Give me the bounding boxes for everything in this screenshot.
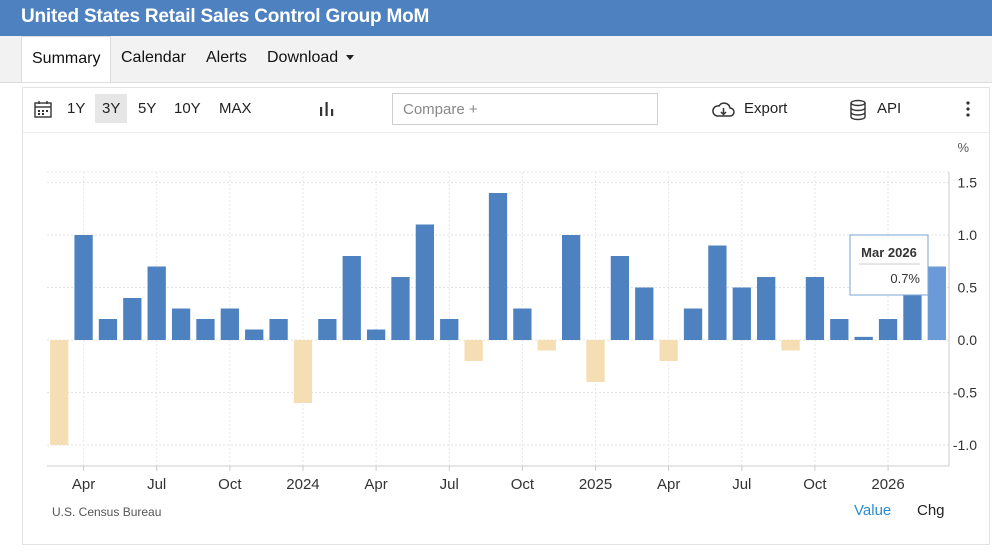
y-tick-label: -1.0 bbox=[953, 437, 977, 453]
bar bbox=[830, 319, 849, 340]
tooltip-title: Mar 2026 bbox=[861, 245, 917, 260]
chart-type-icon[interactable] bbox=[318, 100, 336, 122]
bar bbox=[269, 319, 288, 340]
x-tick-label: 2025 bbox=[579, 476, 612, 493]
y-tick-label: 1.0 bbox=[958, 227, 978, 243]
bar bbox=[293, 340, 313, 403]
x-tick-label: Oct bbox=[218, 476, 242, 493]
chevron-down-icon bbox=[346, 55, 355, 61]
cloud-download-icon[interactable] bbox=[711, 101, 735, 123]
tab-bar: Summary Calendar Alerts Download bbox=[0, 36, 992, 83]
x-tick-label: 2026 bbox=[871, 476, 904, 493]
bar bbox=[50, 340, 69, 445]
bar bbox=[196, 319, 215, 340]
x-tick-label: Jul bbox=[732, 476, 751, 493]
bar bbox=[805, 277, 825, 340]
tab-calendar[interactable]: Calendar bbox=[121, 49, 186, 66]
bar bbox=[342, 256, 361, 340]
y-tick-label: 0.0 bbox=[958, 332, 978, 348]
api-button[interactable]: API bbox=[877, 100, 902, 117]
export-button[interactable]: Export bbox=[744, 100, 788, 117]
bar bbox=[391, 277, 410, 340]
range-1y-button[interactable]: 1Y bbox=[67, 100, 86, 117]
x-tick-label: Apr bbox=[364, 476, 387, 493]
bar bbox=[781, 340, 800, 351]
bar bbox=[488, 193, 508, 340]
tab-download[interactable]: Download bbox=[267, 36, 355, 82]
x-tick-label: Apr bbox=[657, 476, 680, 493]
tooltip-box bbox=[849, 234, 929, 296]
bar bbox=[659, 340, 678, 361]
bar bbox=[683, 308, 703, 340]
database-icon[interactable] bbox=[849, 99, 867, 125]
tab-summary[interactable]: Summary bbox=[21, 36, 112, 82]
tooltip-value: 0.7% bbox=[890, 271, 920, 286]
bar bbox=[123, 298, 142, 340]
page-title: United States Retail Sales Control Group… bbox=[21, 6, 430, 27]
y-tick-label: 0.5 bbox=[958, 280, 978, 296]
chart-toolbar: 1Y 3Y 5Y 10Y MAX Export bbox=[23, 88, 989, 133]
x-tick-label: Oct bbox=[803, 476, 827, 493]
range-3y-button[interactable]: 3Y bbox=[95, 94, 128, 123]
chart-axes: 1.5 1.0 0.5 0.0 -0.5 -1.0 Apr Jul Oct 2024 Apr Jul O… bbox=[47, 172, 977, 493]
bar bbox=[220, 308, 239, 340]
bar bbox=[635, 287, 654, 340]
x-tick-label: Apr bbox=[72, 476, 95, 493]
calendar-icon[interactable] bbox=[33, 99, 53, 123]
chart-panel: 1Y 3Y 5Y 10Y MAX Export bbox=[22, 87, 990, 545]
bar bbox=[732, 287, 751, 340]
value-link[interactable]: Value bbox=[854, 502, 891, 519]
bar bbox=[415, 224, 435, 340]
bar bbox=[147, 266, 166, 340]
range-10y-button[interactable]: 10Y bbox=[174, 100, 201, 117]
range-5y-button[interactable]: 5Y bbox=[138, 100, 157, 117]
bar bbox=[464, 340, 483, 361]
bar bbox=[513, 308, 532, 340]
tab-download-label: Download bbox=[267, 49, 339, 66]
bar bbox=[98, 319, 118, 340]
chart-grid bbox=[47, 171, 949, 466]
bar bbox=[561, 235, 581, 340]
bar bbox=[74, 235, 93, 340]
bar bbox=[440, 319, 459, 340]
x-tick-label: 2024 bbox=[286, 476, 319, 493]
chart-bars bbox=[50, 193, 946, 445]
range-max-button[interactable]: MAX bbox=[219, 100, 252, 117]
more-options-icon[interactable] bbox=[966, 101, 970, 121]
bar bbox=[537, 340, 556, 351]
bar bbox=[318, 319, 337, 340]
bar bbox=[245, 329, 264, 340]
chg-link[interactable]: Chg bbox=[917, 502, 945, 519]
y-axis-unit: % bbox=[957, 140, 969, 155]
bar bbox=[708, 245, 727, 340]
bar bbox=[610, 256, 630, 340]
bar bbox=[366, 329, 386, 340]
bar bbox=[171, 308, 191, 340]
x-tick-label: Jul bbox=[440, 476, 459, 493]
bar bbox=[903, 287, 922, 340]
y-tick-label: 1.5 bbox=[958, 175, 978, 191]
bar bbox=[927, 266, 946, 340]
compare-input[interactable] bbox=[392, 93, 658, 125]
source-label: U.S. Census Bureau bbox=[52, 505, 161, 519]
title-bar: United States Retail Sales Control Group… bbox=[0, 0, 992, 36]
bar bbox=[878, 319, 898, 340]
bar bbox=[757, 277, 776, 340]
chart: 1.5 1.0 0.5 0.0 -0.5 -1.0 Apr Jul Oct 2024 Apr Jul O… bbox=[47, 140, 977, 519]
x-tick-label: Jul bbox=[147, 476, 166, 493]
chart-tooltip: Mar 2026 0.7% bbox=[849, 234, 929, 296]
y-tick-label: -0.5 bbox=[953, 385, 977, 401]
tab-alerts[interactable]: Alerts bbox=[206, 49, 247, 66]
x-tick-label: Oct bbox=[511, 476, 535, 493]
bar bbox=[586, 340, 605, 382]
bar bbox=[854, 336, 873, 340]
